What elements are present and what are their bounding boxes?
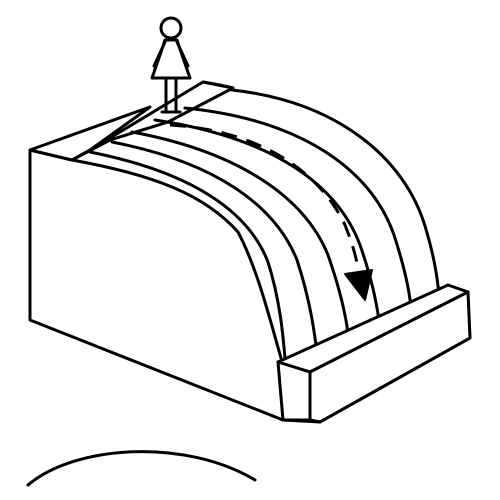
bottom-arc xyxy=(26,450,257,487)
slide-lane-4 xyxy=(153,118,381,322)
slide-lane-2 xyxy=(110,140,318,347)
slide-lane-5 xyxy=(183,106,413,310)
person-icon xyxy=(150,16,192,114)
slide-lane-3 xyxy=(130,130,350,335)
landing-base-edge xyxy=(281,336,472,424)
path-arrow-line xyxy=(169,123,361,279)
top-platform xyxy=(70,80,235,162)
arrow-down-icon xyxy=(344,269,373,301)
slide-lane-1 xyxy=(88,150,287,360)
landing-front xyxy=(276,360,312,422)
block-front-face xyxy=(28,148,285,422)
slide-lanes xyxy=(88,88,441,360)
slide-back-edge xyxy=(201,80,235,90)
slide-lane-6 xyxy=(230,88,441,297)
